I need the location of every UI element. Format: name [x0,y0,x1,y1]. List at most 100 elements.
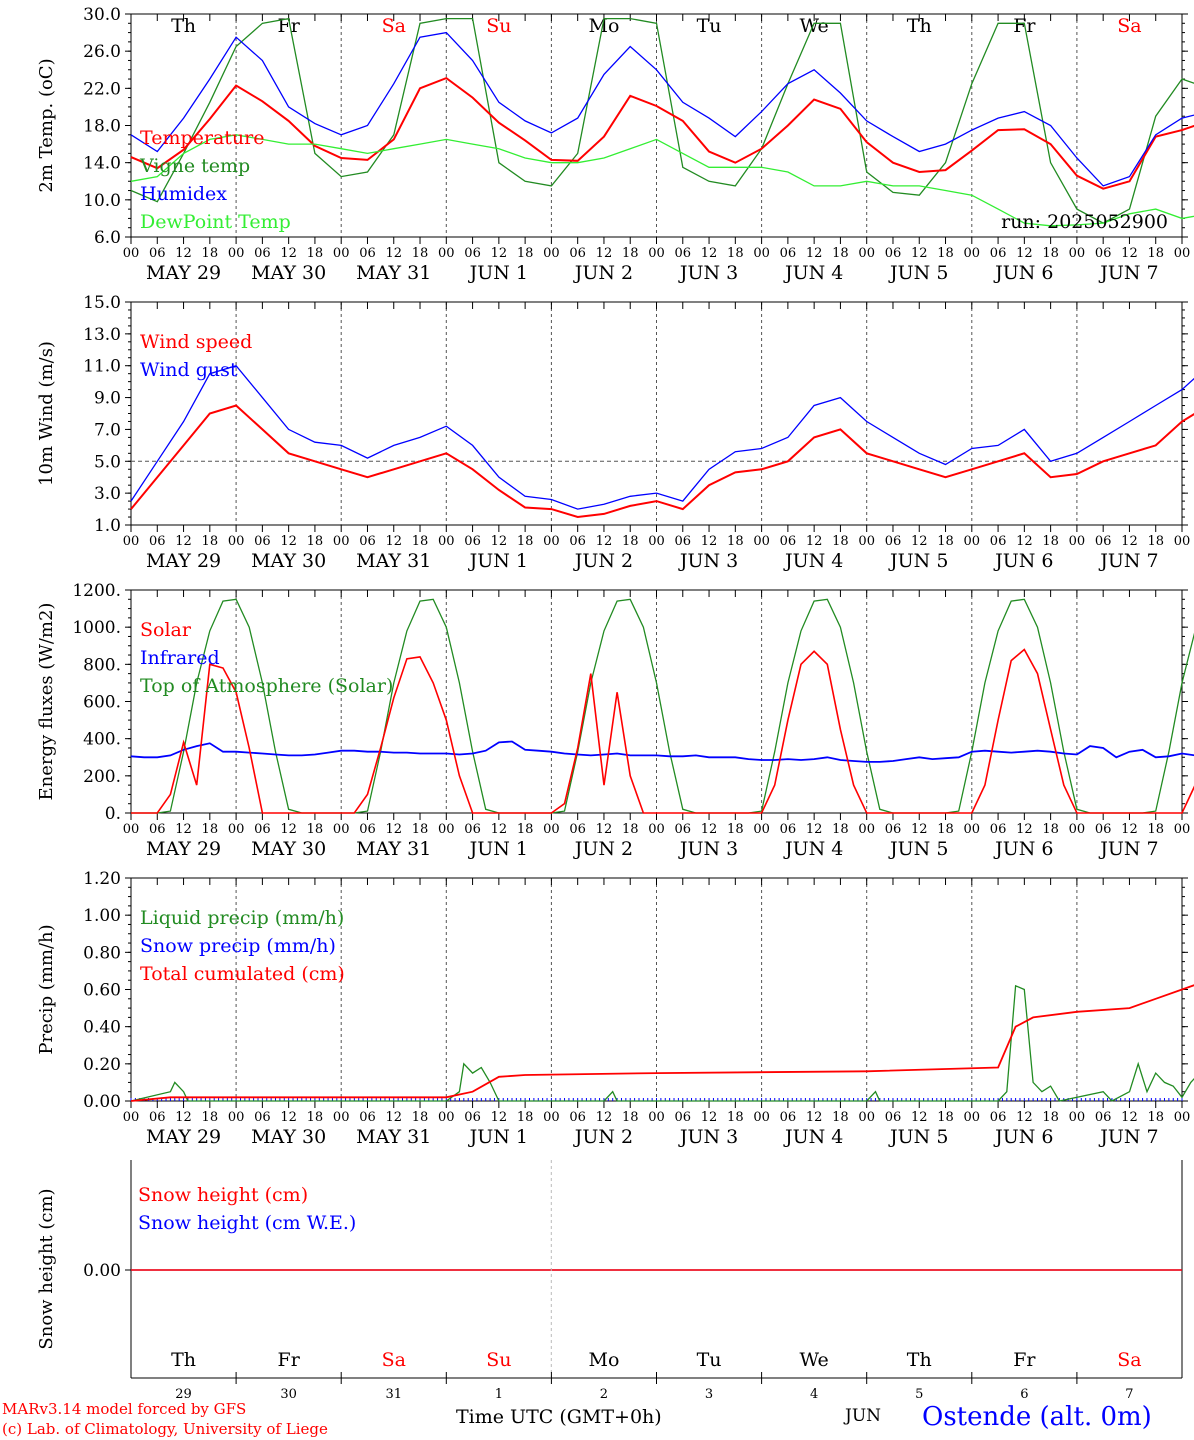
hour-tick-label: 18 [202,246,219,261]
weekday-label: Sa [1117,1349,1141,1371]
y-tick-label: 22.0 [83,79,121,99]
hour-tick-label: 18 [832,246,849,261]
hour-tick-label: 00 [438,1110,455,1125]
hour-tick-label: 06 [569,822,586,837]
hour-tick-label: 18 [727,822,744,837]
hour-tick-label: 00 [964,534,981,549]
hour-tick-label: 00 [753,534,770,549]
legend-entry: Infrared [140,647,220,669]
hour-tick-label: 06 [780,534,797,549]
date-tick-label: JUN 1 [468,838,528,860]
hour-tick-label: 06 [1095,822,1112,837]
series-line-liquid-precip [130,984,1194,1102]
hour-tick-label: 00 [753,1110,770,1125]
hour-tick-label: 18 [307,822,324,837]
date-tick-label: JUN 3 [678,550,738,572]
hour-tick-label: 18 [412,534,429,549]
hour-tick-label: 06 [254,1110,271,1125]
series-line-wind-gust [130,364,1194,510]
hour-tick-label: 18 [412,822,429,837]
hour-tick-label: 00 [123,246,140,261]
hour-tick-label: 06 [675,822,692,837]
hour-tick-label: 12 [1121,246,1138,261]
hour-tick-label: 18 [1042,822,1059,837]
hour-tick-label: 18 [622,246,639,261]
y-tick-label: 26.0 [83,42,121,62]
hour-tick-label: 06 [675,1110,692,1125]
weekday-label: Tu [697,1349,722,1371]
hour-tick-label: 18 [937,822,954,837]
y-tick-label: 9.0 [94,389,121,409]
hour-tick-label: 06 [1095,1110,1112,1125]
hour-tick-label: 06 [990,1110,1007,1125]
hour-tick-label: 00 [543,822,560,837]
date-tick-label: JUN 7 [1098,1126,1158,1148]
hour-tick-label: 00 [438,822,455,837]
hour-tick-label: 12 [911,822,928,837]
y-tick-label: 13.0 [83,325,121,345]
hour-tick-label: 18 [202,534,219,549]
series-line-infrared [130,740,1194,763]
hour-tick-label: 00 [964,1110,981,1125]
hour-tick-label: 00 [228,822,245,837]
hour-tick-label: 00 [123,822,140,837]
hour-tick-label: 12 [911,534,928,549]
legend-entry: Snow height (cm) [138,1184,308,1206]
hour-tick-label: 18 [202,1110,219,1125]
month-label: JUN [845,1406,882,1426]
hour-tick-label: 18 [307,1110,324,1125]
day-number-label: 31 [385,1387,402,1402]
day-number-label: 6 [1020,1387,1028,1402]
hour-tick-label: 00 [438,534,455,549]
hour-tick-label: 18 [832,822,849,837]
hour-tick-label: 00 [543,1110,560,1125]
y-tick-label: 1.20 [83,869,121,889]
hour-tick-label: 00 [333,534,350,549]
date-tick-label: JUN 1 [468,550,528,572]
day-number-label: 7 [1125,1387,1133,1402]
panel-frame-2 [130,301,1183,526]
hour-tick-label: 00 [1174,534,1191,549]
series-line-toa-solar [131,598,1194,814]
series-line-vigne-temp [130,17,1194,224]
hour-tick-label: 18 [727,534,744,549]
weekday-label: Mo [588,15,619,37]
y-tick-label: 10.0 [83,191,121,211]
legend-entry: Top of Atmosphere (Solar) [140,675,393,697]
panel-frame-1 [130,13,1183,238]
weekday-label: We [800,1349,829,1371]
hour-tick-label: 12 [280,822,297,837]
y-tick-label: 18.0 [83,117,121,137]
legend-entry: Vigne temp [139,155,250,177]
hour-tick-label: 06 [254,822,271,837]
hour-tick-label: 12 [385,534,402,549]
y-axis-title-4: Precip (mm/h) [36,924,57,1054]
day-number-label: 5 [915,1387,923,1402]
weekday-label: Fr [278,15,301,37]
y-tick-label: 200. [83,767,121,787]
date-tick-label: JUN 4 [783,550,843,572]
date-tick-label: JUN 5 [888,1126,948,1148]
hour-tick-label: 00 [1174,1110,1191,1125]
hour-tick-label: 12 [596,246,613,261]
hour-tick-label: 12 [1016,534,1033,549]
hour-tick-label: 18 [307,534,324,549]
y-tick-label: 3.0 [94,484,121,504]
date-tick-label: MAY 31 [356,262,431,284]
hour-tick-label: 06 [780,246,797,261]
legend-entry: Total cumulated (cm) [140,963,345,985]
hour-tick-label: 12 [806,246,823,261]
hour-tick-label: 18 [1147,822,1164,837]
date-tick-label: JUN 2 [573,550,633,572]
hour-tick-label: 06 [464,534,481,549]
hour-tick-label: 12 [491,246,508,261]
legend-entry: Humidex [140,183,227,205]
weekday-label: Fr [278,1349,301,1371]
hour-tick-label: 12 [596,534,613,549]
hour-tick-label: 00 [333,246,350,261]
date-tick-label: MAY 30 [251,550,326,572]
y-axis-title-5: Snow height (cm) [36,1188,57,1349]
hour-tick-label: 06 [149,534,166,549]
date-tick-label: JUN 2 [573,838,633,860]
model-credit: MARv3.14 model forced by GFS [2,1400,247,1418]
